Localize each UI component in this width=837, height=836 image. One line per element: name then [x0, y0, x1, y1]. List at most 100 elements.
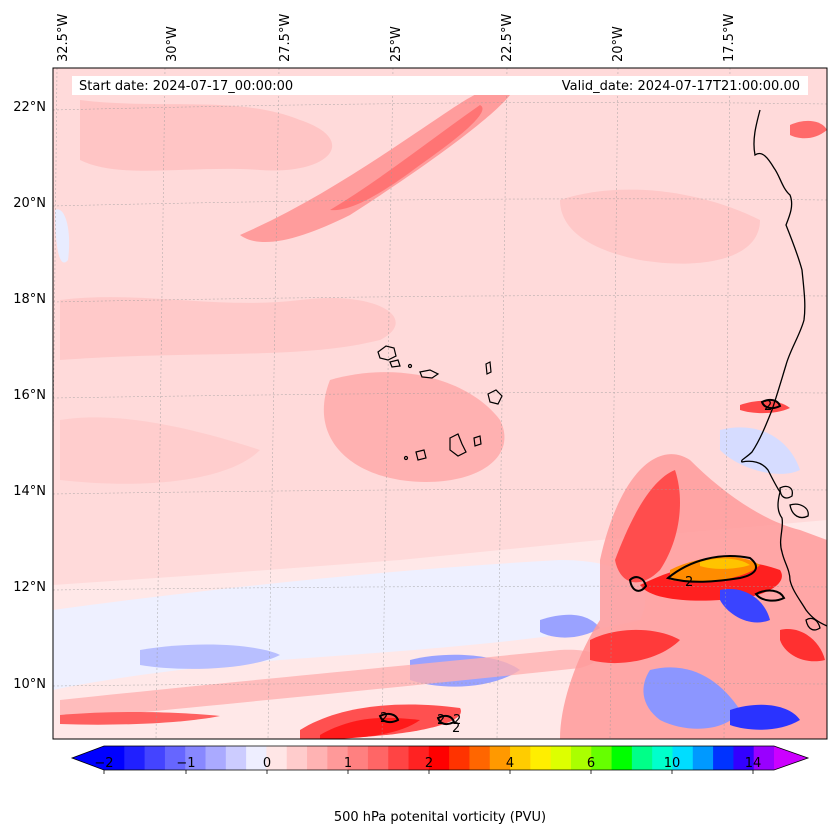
pv-se-core	[590, 629, 680, 664]
pv-patch	[80, 100, 333, 171]
pv-patch-ne	[790, 120, 827, 139]
pv-negative-patch	[720, 589, 770, 623]
colorbar-segment	[144, 746, 166, 770]
colorbar-tick-label: 0	[263, 756, 271, 771]
colorbar-segment	[408, 746, 430, 770]
lat-label: 12°N	[13, 580, 46, 595]
colorbar-segment	[489, 746, 511, 770]
colorbar-segment	[672, 746, 694, 770]
colorbar-tick-label: 2	[425, 756, 433, 771]
lat-label: 16°N	[13, 388, 46, 403]
coastline	[805, 617, 821, 631]
map-panel: 2 2 2 2 2 2 Start date: 2024-07-17_00:00…	[53, 68, 827, 739]
colorbar-segment	[428, 746, 450, 770]
pv-filament-core	[330, 105, 483, 211]
valid-date-label: Valid_date: 2024-07-17T21:00:00.00	[562, 79, 800, 94]
colorbar-segment	[733, 746, 755, 770]
pv-negative-patch	[540, 614, 600, 638]
graticule	[53, 68, 827, 739]
colorbar-tick-label: 4	[506, 756, 514, 771]
colorbar-ticks: −2 −1 0 1 2 4 6 10 14	[94, 756, 761, 771]
colorbar-segment	[550, 746, 572, 770]
coastline	[789, 503, 809, 519]
colorbar-tick-label: −2	[94, 756, 113, 771]
colorbar-segment	[185, 746, 207, 770]
colorbar-segment	[652, 746, 674, 770]
lon-label: 32.5°W	[56, 14, 71, 62]
colorbar	[70, 745, 810, 774]
colorbar-segment	[388, 746, 410, 770]
colorbar-segment	[510, 746, 531, 770]
lat-label: 22°N	[13, 100, 46, 115]
lat-label: 10°N	[13, 677, 46, 692]
colorbar-tick-label: 1	[344, 756, 352, 771]
colorbar-title: 500 hPa potenital vorticity (PVU)	[334, 810, 546, 825]
colorbar-tick-label: 14	[745, 756, 762, 771]
pv-patch	[560, 189, 760, 264]
latitude-labels: 22°N 20°N 18°N 16°N 14°N 12°N 10°N	[13, 100, 46, 692]
islands	[377, 345, 503, 461]
longitude-labels: 32.5°W 30°W 27.5°W 25°W 22.5°W 20°W 17.5…	[56, 14, 737, 62]
pv-negative-patch	[140, 644, 280, 669]
start-date-label: Start date: 2024-07-17_00:00:00	[79, 79, 293, 94]
map-frame	[52, 67, 828, 740]
pv-contours-2pvu	[378, 398, 786, 726]
colorbar-segment	[530, 746, 552, 770]
colorbar-segment	[449, 746, 471, 770]
colorbar-segment	[367, 746, 389, 770]
pv-negative-patch	[730, 704, 800, 730]
pv-streak	[60, 649, 598, 720]
colorbar-segment	[205, 746, 227, 770]
lat-label: 20°N	[13, 196, 46, 211]
contour-label: 2	[437, 713, 445, 728]
colorbar-segment	[570, 746, 592, 770]
lon-label: 25°W	[389, 26, 404, 62]
colorbar-segment	[692, 746, 714, 770]
colorbar-over-arrow	[774, 746, 808, 770]
colorbar-segment	[631, 746, 653, 770]
lon-label: 27.5°W	[278, 14, 293, 62]
pv-patch	[60, 297, 396, 360]
lon-label: 20°W	[611, 26, 626, 62]
colorbar-segment	[713, 746, 734, 770]
colorbar-segment	[307, 746, 328, 770]
colorbar-segment	[327, 746, 349, 770]
pv-negative-patch	[55, 209, 70, 263]
colorbar-segment	[266, 746, 288, 770]
colorbar-segment	[591, 746, 613, 770]
colorbar-segment	[611, 746, 633, 770]
contour-label: 2	[453, 713, 461, 728]
lon-label: 22.5°W	[500, 14, 515, 62]
contour-label: 2	[380, 711, 388, 726]
lat-label: 18°N	[13, 292, 46, 307]
pv-se-core	[780, 629, 825, 662]
colorbar-tick-label: 10	[664, 756, 681, 771]
contour-label: 2	[685, 575, 693, 590]
coastline	[740, 109, 827, 627]
colorbar-tick-label: −1	[176, 756, 195, 771]
colorbar-segment	[124, 746, 146, 770]
colorbar-segment	[246, 746, 268, 770]
coastline	[779, 485, 794, 499]
pv-patch	[60, 417, 260, 484]
colorbar-tick-label: 6	[587, 756, 595, 771]
pv-filament	[240, 87, 510, 243]
lon-label: 17.5°W	[722, 14, 737, 62]
colorbar-segment	[286, 746, 308, 770]
colorbar-segment	[104, 746, 125, 770]
pv-negative-patch	[720, 427, 800, 474]
header-strip	[72, 76, 808, 95]
colorbar-segment	[225, 746, 247, 770]
colorbar-segment	[347, 746, 369, 770]
colorbar-segment	[469, 746, 491, 770]
lat-label: 14°N	[13, 484, 46, 499]
colorbar-segment	[164, 746, 186, 770]
pv-streak	[60, 712, 220, 725]
colorbar-segment	[753, 746, 775, 770]
pv-streak-core	[320, 717, 420, 739]
contour-label: 2	[764, 399, 772, 414]
colorbar-under-arrow	[72, 746, 104, 770]
pv-patch-islands	[323, 372, 505, 482]
contour-label: 2	[452, 721, 460, 736]
